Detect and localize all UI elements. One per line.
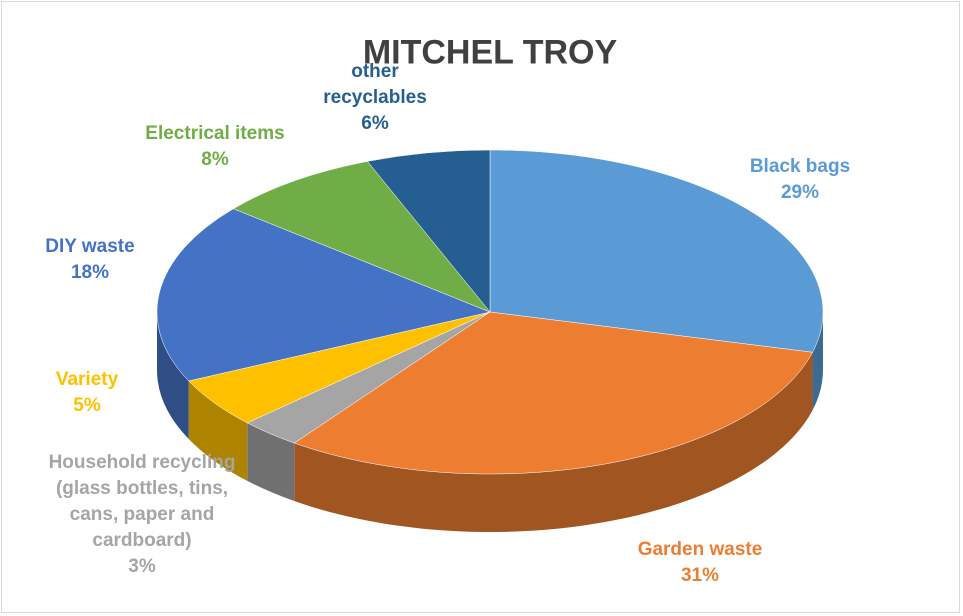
data-label-name: Black bags [749, 156, 851, 177]
data-label: Electrical items 8% [115, 121, 315, 173]
data-label: DIY waste 18% [15, 234, 165, 286]
chart-title: MITCHEL TROY [362, 33, 618, 72]
data-label-value: 3% [128, 556, 156, 577]
data-label-name: Household recycling (glass bottles, tins… [48, 452, 236, 551]
data-label: Black bags 29% [720, 154, 880, 206]
pie-slice [156, 208, 491, 382]
pie-slice [232, 161, 491, 313]
data-label: Garden waste 31% [600, 537, 800, 589]
pie-slice [489, 149, 824, 353]
pie-slice-side [157, 312, 189, 439]
data-label-name: Variety [55, 369, 119, 390]
data-label-value: 31% [680, 565, 720, 586]
data-label-value: 6% [361, 113, 389, 134]
pie-slice-side [247, 422, 295, 502]
data-label: other recyclables 6% [310, 59, 440, 137]
pie-slice-side [294, 352, 813, 532]
pie-slice-side [188, 380, 248, 481]
data-label-value: 18% [70, 262, 110, 283]
data-label-name: Electrical items [145, 123, 285, 144]
data-label-value: 5% [73, 395, 101, 416]
data-label-value: 29% [780, 182, 820, 203]
data-label-name: Garden waste [637, 539, 763, 560]
pie-slice [293, 311, 813, 475]
data-label-name: DIY waste [45, 236, 135, 257]
data-label: Variety 5% [27, 367, 147, 419]
data-label: Household recycling (glass bottles, tins… [45, 450, 240, 580]
data-label-name: other recyclables [323, 61, 427, 108]
data-label-value: 8% [201, 149, 229, 170]
pie-slice [366, 149, 491, 313]
pie-slice-side [812, 312, 823, 411]
